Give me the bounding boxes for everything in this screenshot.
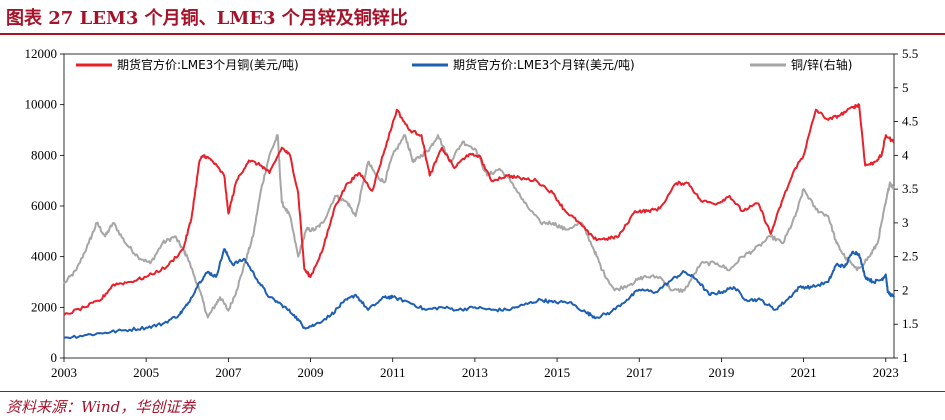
- legend-label-1: 期货官方价:LME3个月锌(美元/吨): [453, 57, 635, 72]
- x-tick-label: 2015: [544, 365, 570, 380]
- y-left-tick-label: 10000: [25, 97, 58, 112]
- y-left-tick-label: 6000: [31, 198, 57, 213]
- x-tick-label: 2021: [791, 365, 817, 380]
- plot-border: [63, 53, 895, 359]
- line-chart: 0 2000 4000 6000 8000 10000 12000 1 1.5 2 2.5 3 3.5 4…: [25, 46, 919, 380]
- legend-label-2: 铜/锌(右轴): [791, 57, 852, 72]
- x-tick-label: 2009: [298, 365, 324, 380]
- y-left-tick-label: 12000: [25, 46, 58, 61]
- y-right-tick-label: 5: [902, 80, 909, 95]
- legend-label-0: 期货官方价:LME3个月铜(美元/吨): [117, 57, 299, 72]
- series-line-0: [63, 103, 895, 316]
- title-rule: [0, 33, 945, 35]
- series-line-1: [63, 248, 895, 340]
- x-tick-label: 2011: [380, 365, 406, 380]
- y-right-tick-label: 1: [902, 350, 909, 365]
- x-tick-label: 2007: [215, 365, 242, 380]
- y-right-tick-label: 3.5: [902, 181, 918, 196]
- y-right-tick-label: 4: [902, 147, 909, 162]
- x-tick-label: 2017: [626, 365, 653, 380]
- x-tick-label: 2013: [462, 365, 488, 380]
- y-right-tick-label: 2: [902, 282, 909, 297]
- y-left-tick-label: 8000: [31, 147, 57, 162]
- y-left-tick-label: 0: [51, 350, 58, 365]
- y-right-tick-label: 3: [902, 215, 909, 230]
- chart-title: 图表 27 LEM3 个月铜、LME3 个月锌及铜锌比: [6, 8, 408, 29]
- source-note: 资料来源：Wind，华创证券: [6, 398, 196, 416]
- y-right-tick-label: 1.5: [902, 316, 918, 331]
- y-right-tick-label: 5.5: [902, 46, 918, 61]
- y-left-tick-label: 2000: [31, 299, 57, 314]
- x-tick-label: 2003: [51, 365, 77, 380]
- y-right-tick-label: 4.5: [902, 114, 918, 129]
- x-tick-label: 2023: [873, 365, 899, 380]
- x-tick-label: 2019: [708, 365, 734, 380]
- x-tick-label: 2005: [133, 365, 159, 380]
- source-rule: [0, 391, 945, 392]
- y-right-tick-label: 2.5: [902, 249, 918, 264]
- y-left-tick-label: 4000: [31, 249, 57, 264]
